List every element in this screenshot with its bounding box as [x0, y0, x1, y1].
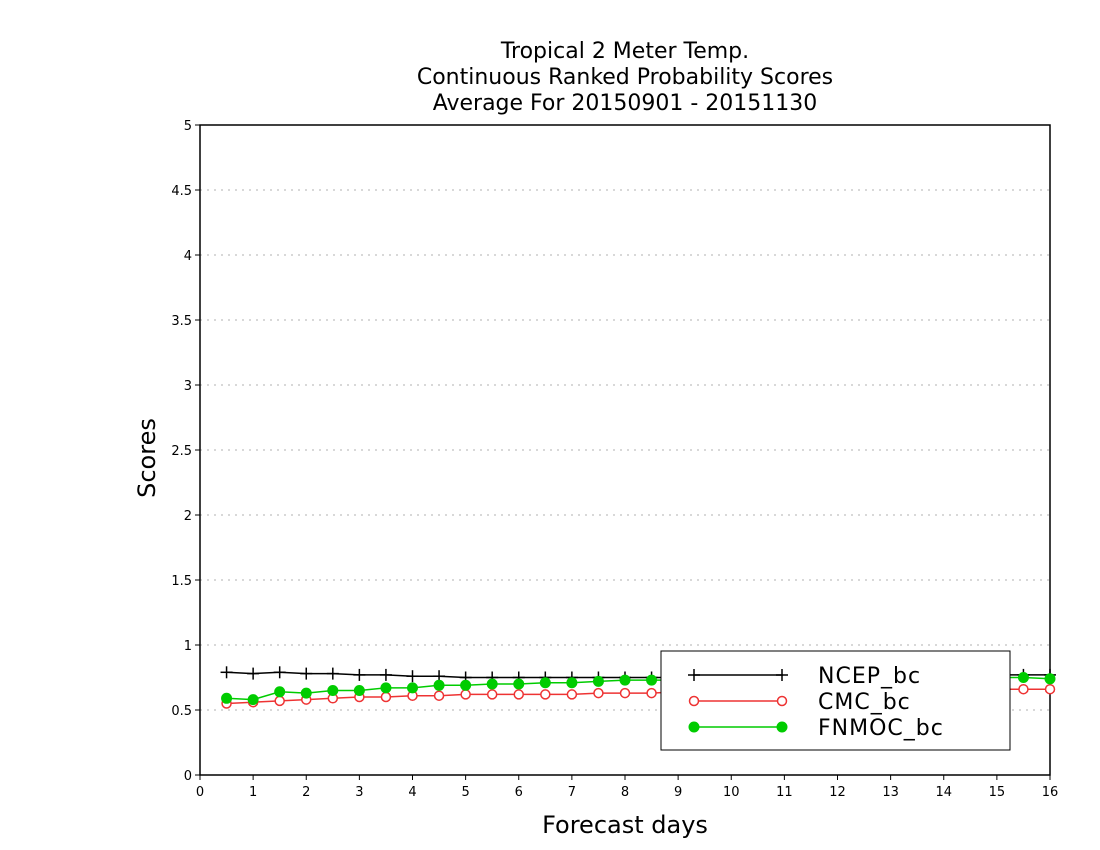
- y-tick-label: 0.5: [171, 704, 192, 719]
- data-point-cmc-bc: [1018, 683, 1029, 695]
- x-tick-label: 14: [935, 785, 952, 800]
- data-point-cmc-bc: [380, 691, 392, 703]
- data-point-fnmoc-bc: [1017, 672, 1029, 683]
- legend-marker: [776, 721, 788, 733]
- y-axis-label: Scores: [133, 418, 161, 498]
- data-point-cmc-bc: [619, 687, 631, 699]
- data-point-cmc-bc: [513, 689, 524, 700]
- x-tick-label: 12: [829, 785, 846, 800]
- data-point-fnmoc-bc: [619, 674, 631, 686]
- legend-marker: [688, 695, 700, 707]
- legend-item-ncep-bc: NCEP_bc: [688, 664, 921, 689]
- data-point-fnmoc-bc: [539, 677, 551, 689]
- y-tick-label: 4: [184, 249, 192, 264]
- legend-item-fnmoc-bc: FNMOC_bc: [688, 716, 944, 741]
- plot-frame: [199, 124, 1051, 776]
- data-point-ncep-bc: [220, 666, 233, 679]
- x-tick-label: 10: [723, 785, 740, 800]
- data-point-ncep-bc: [406, 670, 419, 683]
- x-tick-label: 3: [355, 785, 363, 800]
- data-point-fnmoc-bc: [247, 694, 259, 706]
- data-point-ncep-bc: [326, 667, 339, 680]
- data-point-fnmoc-bc: [1044, 673, 1056, 685]
- data-point-cmc-bc: [433, 690, 445, 701]
- x-tick-label: 5: [461, 785, 469, 800]
- data-point-fnmoc-bc: [566, 677, 578, 689]
- data-point-ncep-bc: [247, 667, 260, 680]
- y-tick-label: 3.5: [171, 314, 192, 329]
- data-point-fnmoc-bc: [486, 678, 498, 690]
- data-point-fnmoc-bc: [380, 682, 392, 694]
- data-point-ncep-bc: [353, 668, 366, 681]
- data-point-ncep-bc: [300, 667, 313, 680]
- y-tick-label: 2.5: [171, 444, 192, 459]
- y-tick-label: 3: [184, 379, 192, 394]
- x-tick-label: 2: [302, 785, 310, 800]
- data-point-fnmoc-bc: [274, 686, 286, 698]
- data-point-fnmoc-bc: [327, 685, 339, 696]
- data-point-cmc-bc: [566, 689, 578, 700]
- x-tick-label: 16: [1042, 785, 1059, 800]
- x-tick-label: 0: [196, 785, 204, 800]
- legend-marker: [776, 695, 788, 707]
- data-point-cmc-bc: [1044, 683, 1056, 695]
- x-tick-label: 15: [989, 785, 1006, 800]
- x-tick-label: 1: [249, 785, 257, 800]
- gridlines: [200, 189, 1050, 711]
- data-point-fnmoc-bc: [300, 687, 312, 699]
- x-tick-label: 4: [408, 785, 416, 800]
- data-point-ncep-bc: [273, 666, 286, 679]
- y-tick-label: 1: [184, 639, 192, 654]
- data-point-fnmoc-bc: [592, 675, 604, 687]
- y-tick-label: 0: [184, 769, 192, 784]
- x-tick-label: 7: [568, 785, 576, 800]
- x-axis-label: Forecast days: [542, 811, 708, 839]
- data-point-fnmoc-bc: [353, 685, 365, 696]
- x-tick-label: 13: [882, 785, 899, 800]
- chart-title-line-2: Continuous Ranked Probability Scores: [417, 65, 833, 90]
- data-point-cmc-bc: [646, 687, 657, 699]
- x-tick-label: 11: [776, 785, 793, 800]
- data-point-fnmoc-bc: [433, 679, 445, 691]
- y-tick-label: 4.5: [171, 184, 192, 199]
- data-point-fnmoc-bc: [513, 678, 525, 690]
- y-axis-ticks: 0 0.5 1 1.5 2 2.5 3 3.5 4 4.5 5: [171, 119, 200, 784]
- x-tick-label: 6: [515, 785, 523, 800]
- x-axis-ticks: 0 1 2 3 4 5 6 7 8 9 10 11 12 13 14 15 16: [196, 775, 1058, 800]
- x-tick-label: 9: [674, 785, 682, 800]
- data-point-cmc-bc: [486, 689, 498, 700]
- legend-label: CMC_bc: [818, 690, 911, 715]
- data-point-fnmoc-bc: [460, 679, 472, 691]
- legend-marker: [688, 721, 700, 733]
- y-tick-label: 5: [184, 119, 192, 134]
- y-tick-label: 2: [184, 509, 192, 524]
- legend-marker: [688, 669, 700, 681]
- x-tick-label: 8: [621, 785, 629, 800]
- chart-title-line-1: Tropical 2 Meter Temp.: [500, 39, 749, 64]
- legend-label: FNMOC_bc: [818, 716, 944, 741]
- y-tick-label: 1.5: [171, 574, 192, 589]
- data-point-cmc-bc: [593, 687, 604, 699]
- legend-item-cmc-bc: CMC_bc: [688, 690, 911, 715]
- legend-label: NCEP_bc: [818, 664, 921, 689]
- data-point-fnmoc-bc: [646, 674, 658, 686]
- data-point-cmc-bc: [540, 689, 551, 700]
- legend-marker: [776, 669, 788, 681]
- data-point-ncep-bc: [379, 668, 392, 681]
- data-point-fnmoc-bc: [407, 682, 418, 694]
- data-point-cmc-bc: [274, 695, 285, 707]
- data-point-fnmoc-bc: [221, 692, 233, 704]
- chart-title-line-3: Average For 20150901 - 20151130: [433, 91, 818, 116]
- data-point-cmc-bc: [460, 689, 471, 700]
